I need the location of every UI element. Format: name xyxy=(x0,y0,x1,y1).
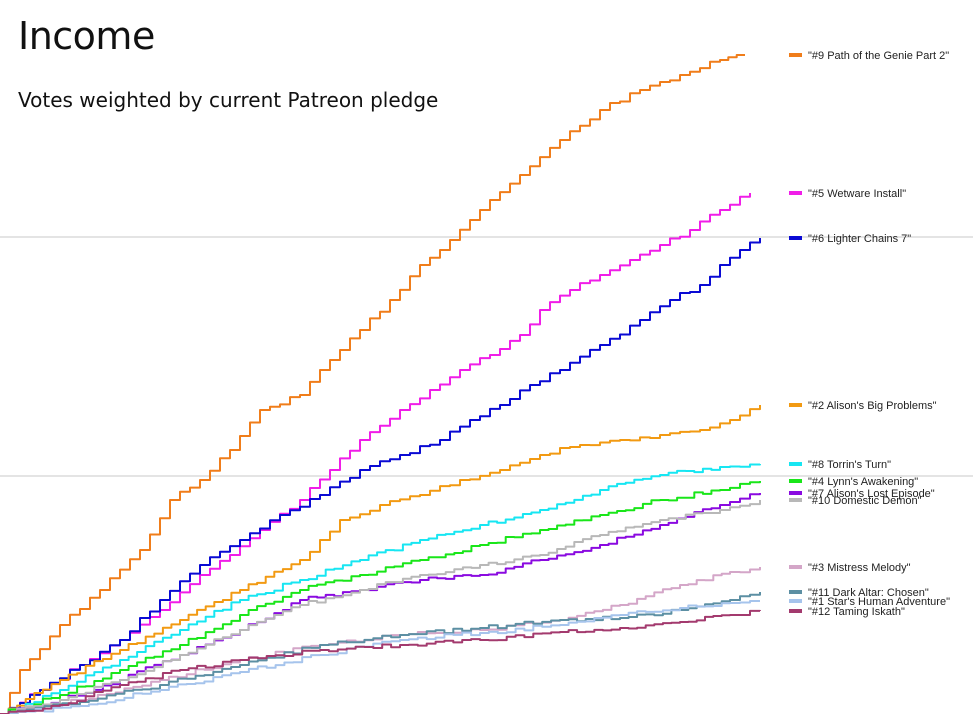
chart-subtitle: Votes weighted by current Patreon pledge xyxy=(18,88,439,112)
series-line-3 xyxy=(0,238,761,714)
series-lines xyxy=(0,54,761,714)
legend-label-8: "#10 Domestic Demon" xyxy=(808,495,922,507)
legend-swatch-11 xyxy=(789,599,802,603)
series-line-5 xyxy=(0,463,761,714)
series-line-6 xyxy=(0,481,761,714)
legend-swatch-3 xyxy=(789,236,802,240)
legend-label-10: "#11 Dark Altar: Chosen" xyxy=(808,587,929,599)
legend-swatch-5 xyxy=(789,462,802,466)
legend-label-11: "#1 Star's Human Adventure" xyxy=(808,596,950,608)
legend-label-1: "#9 Path of the Genie Part 2" xyxy=(808,50,949,62)
legend: "#9 Path of the Genie Part 2" "#5 Wetware… xyxy=(789,50,950,618)
legend-swatch-6 xyxy=(789,479,802,483)
legend-swatch-12 xyxy=(789,609,802,613)
series-line-10 xyxy=(0,592,761,714)
legend-swatch-7 xyxy=(789,491,802,495)
series-line-11 xyxy=(0,600,760,714)
chart-title: Income xyxy=(18,14,155,58)
legend-swatch-2 xyxy=(789,191,802,195)
legend-label-7: "#7 Alison's Lost Episode" xyxy=(808,488,935,500)
legend-label-12: "#12 Taming Iskath" xyxy=(808,606,905,618)
legend-label-5: "#8 Torrin's Turn" xyxy=(808,459,891,471)
series-line-8 xyxy=(0,500,761,714)
legend-label-2: "#5 Wetware Install" xyxy=(808,188,906,200)
legend-label-4: "#2 Alison's Big Problems" xyxy=(808,400,937,412)
series-line-7 xyxy=(0,493,761,714)
legend-swatch-9 xyxy=(789,565,802,569)
series-line-12 xyxy=(0,609,761,714)
series-line-9 xyxy=(0,567,761,714)
legend-label-3: "#6 Lighter Chains 7" xyxy=(808,233,911,245)
legend-swatch-1 xyxy=(789,53,802,57)
legend-swatch-4 xyxy=(789,403,802,407)
legend-swatch-8 xyxy=(789,498,802,502)
series-line-1 xyxy=(0,54,745,714)
legend-swatch-10 xyxy=(789,590,802,594)
series-line-2 xyxy=(0,193,751,714)
legend-label-9: "#3 Mistress Melody" xyxy=(808,562,911,574)
legend-label-6: "#4 Lynn's Awakening" xyxy=(808,476,918,488)
series-line-4 xyxy=(0,405,761,714)
